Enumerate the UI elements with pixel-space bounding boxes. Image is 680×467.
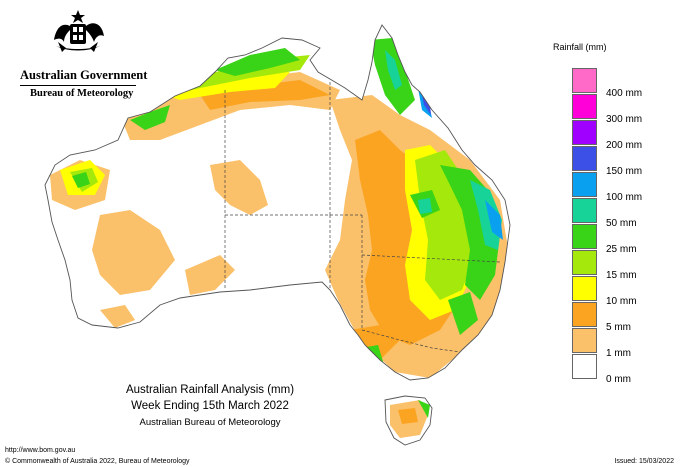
copyright-text: © Commonwealth of Australia 2022, Bureau… xyxy=(5,458,190,465)
legend-label: 100 mm xyxy=(606,192,643,203)
legend-swatch xyxy=(572,120,597,145)
legend-swatch xyxy=(572,276,597,301)
legend-swatch xyxy=(572,250,597,275)
legend-label: 10 mm xyxy=(606,296,637,307)
issued-date: Issued: 15/03/2022 xyxy=(614,458,674,465)
logo-divider xyxy=(20,85,136,86)
legend-swatch xyxy=(572,354,597,379)
legend-swatch xyxy=(572,68,597,93)
legend-label: 25 mm xyxy=(606,244,637,255)
legend-title: Rainfall (mm) xyxy=(553,42,607,52)
legend-swatch xyxy=(572,146,597,171)
map-title: Australian Rainfall Analysis (mm) xyxy=(125,384,295,396)
map-period: Week Ending 15th March 2022 xyxy=(131,400,289,412)
legend-swatch xyxy=(572,224,597,249)
legend-label: 300 mm xyxy=(606,114,643,125)
government-name: Australian Government xyxy=(20,68,148,82)
legend-swatch xyxy=(572,302,597,327)
legend-swatch xyxy=(572,94,597,119)
government-logo: Australian Government Bureau of Meteorol… xyxy=(8,8,147,99)
legend-label: 200 mm xyxy=(606,140,643,151)
legend-swatch xyxy=(572,198,597,223)
legend-label: 5 mm xyxy=(606,322,631,333)
rainfall-legend: Rainfall (mm) 400 mm 300 mm 200 mm 150 mm 10… xyxy=(553,42,673,385)
legend-label: 15 mm xyxy=(606,270,637,281)
website-link[interactable]: http://www.bom.gov.au xyxy=(5,447,76,454)
legend-swatch xyxy=(572,172,597,197)
map-source: Australian Bureau of Meteorology xyxy=(139,417,281,428)
legend-label: 400 mm xyxy=(606,88,643,99)
bureau-name: Bureau of Meteorology xyxy=(30,88,134,99)
legend-label: 50 mm xyxy=(606,218,637,229)
coat-of-arms-icon xyxy=(54,10,104,52)
legend-label: 1 mm xyxy=(606,348,631,359)
legend-swatch xyxy=(572,328,597,353)
legend-label: 150 mm xyxy=(606,166,643,177)
legend-label: 0 mm xyxy=(606,374,631,385)
